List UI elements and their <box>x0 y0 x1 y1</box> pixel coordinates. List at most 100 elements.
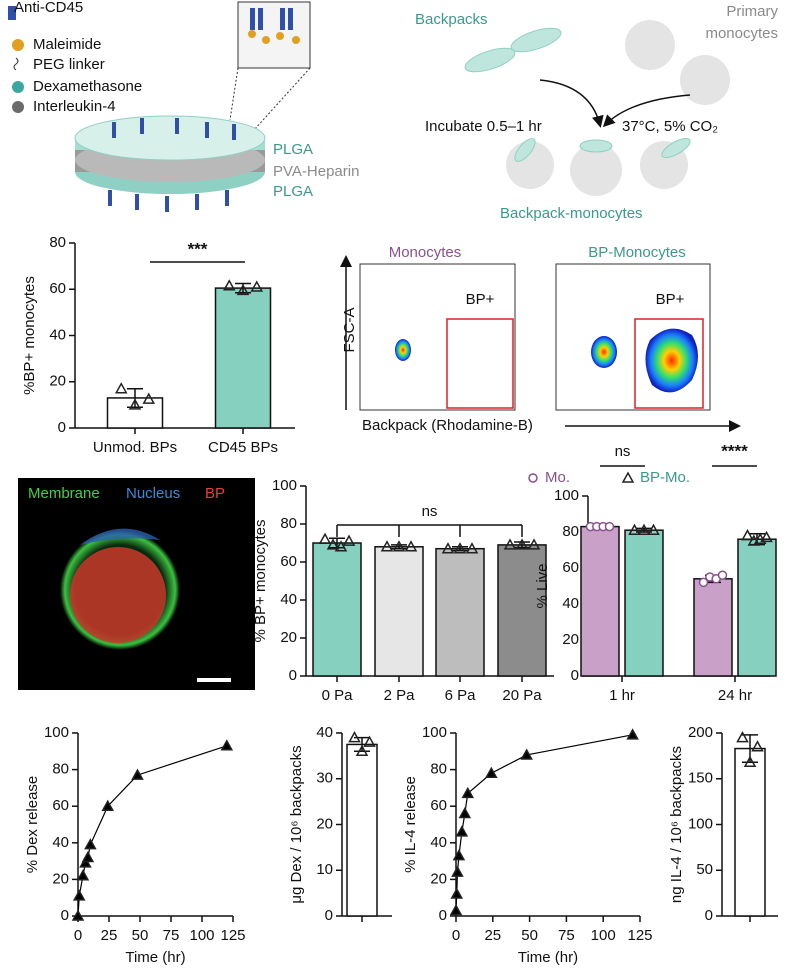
data-point <box>142 392 156 404</box>
y-tick-label: 60 <box>280 553 297 570</box>
data-point <box>131 768 144 780</box>
x-axis-label: Time (hr) <box>125 949 185 966</box>
x-tick-label: 24 hr <box>718 687 752 704</box>
panel-title: BP-Monocytes <box>588 244 686 261</box>
x-tick-label: Unmod. BPs <box>93 439 177 456</box>
y-tick-label: 80 <box>280 515 297 532</box>
significance-label: ns <box>422 503 438 520</box>
data-point <box>743 755 757 768</box>
y-tick-label: 0 <box>289 667 297 684</box>
data-point <box>461 786 475 799</box>
legend-text: Dexamethasone <box>33 78 142 95</box>
y-tick-label: 60 <box>430 797 447 814</box>
layer-label: PLGA <box>273 183 313 200</box>
data-point <box>698 577 709 588</box>
axis-label: Backpack (Rhodamine-B) <box>362 417 533 434</box>
data-point <box>441 542 455 554</box>
y-tick-label: 20 <box>49 373 66 390</box>
legend-label: BP-Mo. <box>640 469 690 486</box>
x-tick-label: 20 Pa <box>502 687 542 704</box>
x-tick-label: 25 <box>484 927 501 944</box>
y-tick-label: 0 <box>325 907 333 924</box>
data-point <box>451 865 464 877</box>
data-point <box>114 382 128 394</box>
x-tick-label: 0 <box>74 927 82 944</box>
y-tick-label: 50 <box>696 861 713 878</box>
data-point <box>72 889 86 901</box>
significance-bracket <box>336 524 523 537</box>
label: Backpack-monocytes <box>500 205 643 222</box>
data-point <box>76 869 90 881</box>
y-tick-label: 0 <box>705 907 713 924</box>
y-tick-label: 100 <box>272 477 297 494</box>
legend-text: Anti-CD45 <box>14 0 83 16</box>
x-tick-label: 125 <box>627 927 652 944</box>
bar <box>312 542 362 677</box>
y-tick-label: 150 <box>688 770 713 787</box>
y-tick-label: 40 <box>280 591 297 608</box>
label: monocytes <box>705 25 778 42</box>
data-point <box>450 887 464 899</box>
bar <box>346 743 378 917</box>
legend-text: PEG linker <box>33 56 105 73</box>
y-axis-label: % Live <box>534 563 551 608</box>
data-point <box>84 838 97 850</box>
data-point <box>71 909 85 921</box>
y-tick-label: 0 <box>571 667 579 684</box>
data-point <box>736 731 749 743</box>
error-bar <box>514 541 530 549</box>
y-tick-label: 20 <box>430 870 447 887</box>
y-tick-label: 40 <box>430 834 447 851</box>
data-point <box>485 766 498 779</box>
layer-label: PLGA <box>273 141 313 158</box>
error-bar <box>452 546 468 552</box>
x-tick-label: 0 <box>452 927 460 944</box>
y-tick-label: 40 <box>562 595 579 612</box>
line <box>77 745 227 917</box>
bar <box>693 578 733 677</box>
legend-marker <box>528 473 538 483</box>
x-tick-label: 25 <box>101 927 118 944</box>
y-tick-label: 80 <box>52 761 69 778</box>
data-point <box>717 570 728 580</box>
data-point <box>318 532 332 544</box>
y-tick-label: 0 <box>61 907 69 924</box>
data-point <box>348 731 361 743</box>
layer-label: PVA-Heparin <box>273 163 359 180</box>
label: Backpacks <box>415 11 488 28</box>
x-tick-label: CD45 BPs <box>208 439 278 456</box>
data-point <box>326 538 340 550</box>
y-tick-label: 10 <box>316 861 333 878</box>
y-tick-label: 60 <box>562 559 579 576</box>
bar <box>374 546 424 677</box>
y-axis-label: % Dex release <box>24 776 41 874</box>
y-tick-label: 100 <box>422 724 447 741</box>
x-tick-label: 6 Pa <box>445 687 477 704</box>
flow-panels: FSC-A Backpack (Rhodamine-B) Monocytes B… <box>340 244 741 434</box>
microscopy: Membrane Nucleus BP <box>18 478 255 690</box>
data-point <box>222 279 236 291</box>
label: Primary <box>726 3 778 20</box>
data-point <box>449 903 463 916</box>
data-point <box>628 523 641 535</box>
significance-label: *** <box>188 239 208 258</box>
x-tick-label: 100 <box>591 927 616 944</box>
data-point <box>355 744 369 757</box>
legend-text: Maleimide <box>33 36 101 53</box>
y-tick-label: 80 <box>562 523 579 540</box>
axis-label: FSC-A <box>341 308 358 353</box>
y-tick-label: 0 <box>58 419 66 436</box>
error-bar <box>391 544 407 550</box>
bar <box>435 547 485 677</box>
data-point <box>453 542 467 554</box>
bar <box>734 747 766 917</box>
bar <box>214 287 272 429</box>
bar <box>624 529 664 677</box>
y-tick-label: 200 <box>688 724 713 741</box>
data-point <box>503 538 517 550</box>
gate-label: BP+ <box>656 291 685 308</box>
data-point <box>342 534 356 546</box>
channel-label: Membrane <box>28 485 100 502</box>
y-tick-label: 20 <box>562 631 579 648</box>
